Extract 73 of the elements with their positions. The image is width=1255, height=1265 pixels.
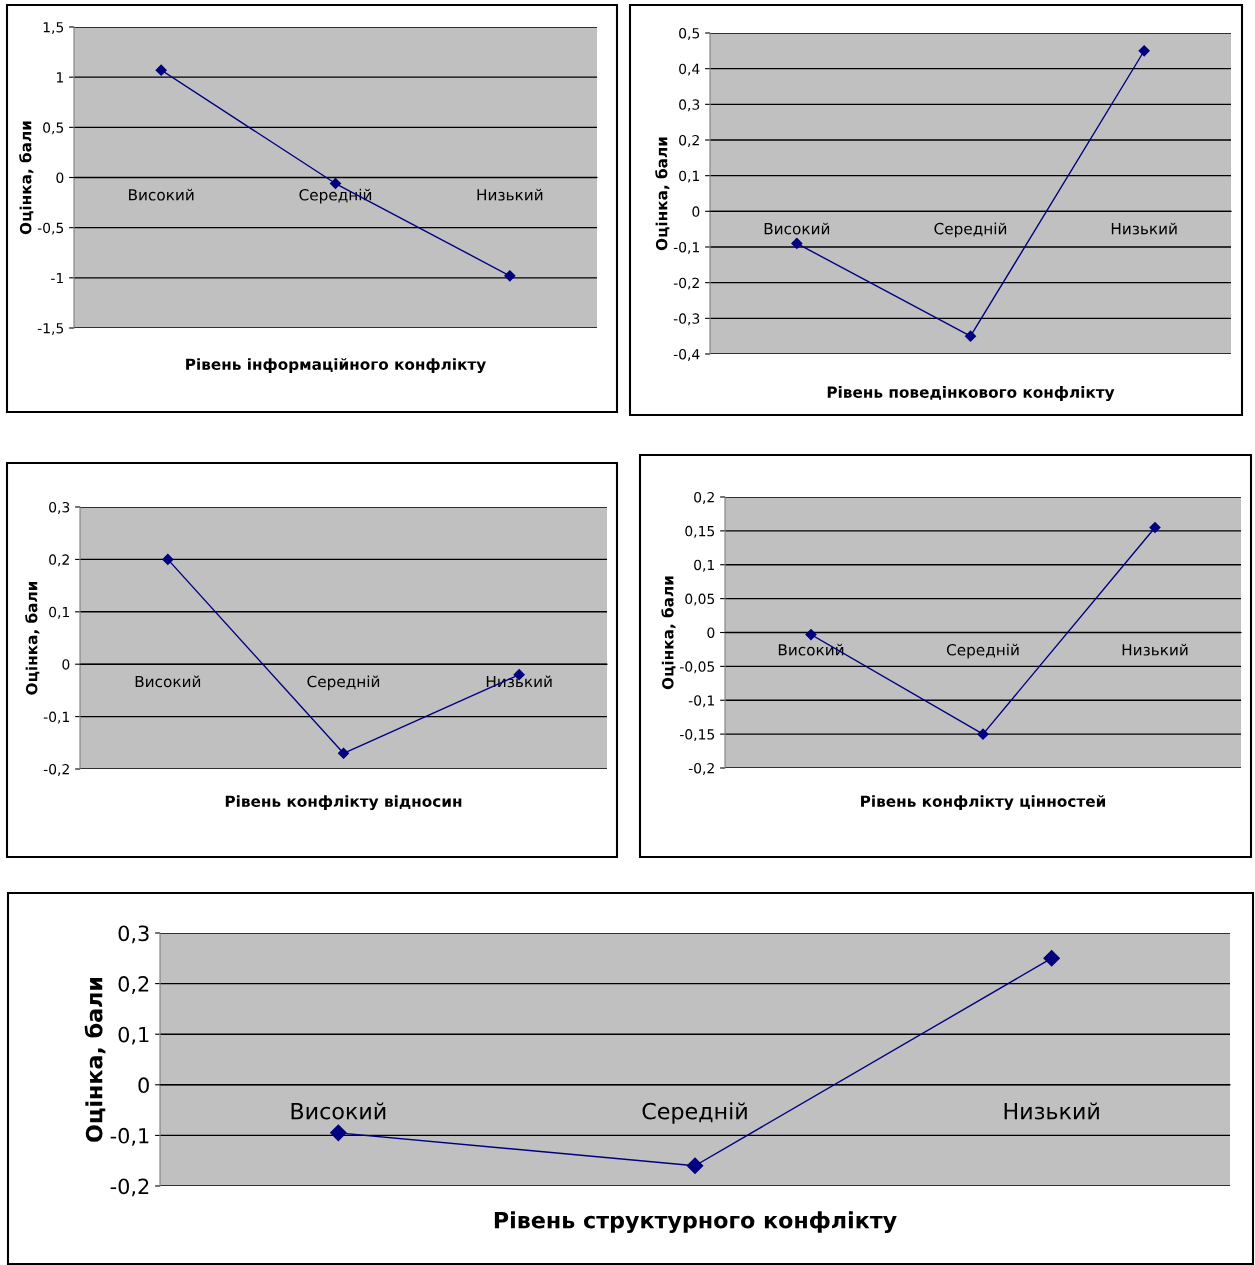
- point: [1043, 950, 1060, 967]
- y-tick-label: 0: [692, 206, 700, 217]
- y-tick-label: -0,1: [673, 241, 699, 254]
- y-tick-label: -0,3: [673, 313, 700, 326]
- y-tick-label: -0,2: [110, 1178, 149, 1197]
- y-tick-label: -0,2: [673, 277, 699, 290]
- point: [686, 1157, 704, 1175]
- point: [977, 728, 989, 740]
- y-axis-title: Оцінка, бали: [655, 137, 670, 251]
- y-tick-label: -0,15: [680, 729, 715, 742]
- y-tick-label: -0,1: [688, 695, 714, 708]
- point: [964, 330, 977, 342]
- y-tick-label: 0: [56, 172, 64, 183]
- y-tick-label: 0,1: [118, 1026, 149, 1045]
- y-tick-label: 0,05: [685, 593, 715, 606]
- x-tick-label: Низький: [477, 188, 543, 201]
- x-tick-label: Низький: [1004, 1102, 1099, 1120]
- point: [791, 237, 803, 249]
- x-tick-label: Низький: [1122, 643, 1188, 656]
- x-tick-label: Середній: [642, 1102, 747, 1124]
- y-tick-label: 1,5: [43, 22, 64, 34]
- y-tick-label: 0,1: [679, 170, 699, 183]
- y-tick-label: 0,2: [49, 554, 69, 567]
- x-tick-label: Високий: [764, 222, 830, 235]
- y-axis-title: Оцінка, бали: [84, 977, 106, 1142]
- x-tick-label: Середній: [307, 675, 380, 691]
- x-axis-title: Рівень структурного конфлікту: [494, 1211, 897, 1233]
- x-tick-label: Високий: [135, 675, 201, 688]
- y-tick-label: -0,5: [37, 222, 64, 235]
- point: [1149, 521, 1161, 534]
- y-tick-label: 0,15: [685, 525, 715, 538]
- y-tick-label: -0,1: [43, 711, 69, 724]
- y-tick-label: 0,5: [679, 27, 700, 40]
- point: [155, 64, 167, 76]
- y-axis-title: Оцінка, бали: [25, 581, 40, 695]
- y-tick-label: 1: [56, 72, 63, 83]
- point: [330, 1124, 347, 1142]
- point: [805, 628, 817, 641]
- y-tick-label: 0,2: [694, 491, 714, 504]
- x-axis-title: Рівень конфлікту відносин: [225, 795, 462, 811]
- y-tick-label: 0,1: [49, 606, 69, 619]
- x-tick-label: Високий: [129, 188, 194, 201]
- point: [504, 270, 516, 282]
- y-tick-label: 0: [62, 659, 70, 670]
- y-tick-label: -1: [51, 272, 63, 284]
- y-tick-label: 0,1: [694, 559, 714, 572]
- x-tick-label: Середній: [946, 643, 1019, 659]
- y-tick-label: -0,2: [43, 763, 69, 776]
- y-tick-label: 0: [707, 627, 715, 638]
- point: [162, 553, 174, 565]
- y-tick-label: -0,1: [110, 1127, 149, 1146]
- x-tick-label: Високий: [291, 1102, 386, 1120]
- y-tick-label: 0: [138, 1077, 149, 1094]
- y-tick-label: 0,2: [118, 976, 149, 994]
- x-axis-title: Рівень інформаційного конфлікту: [186, 358, 486, 374]
- y-tick-label: -0,05: [680, 661, 715, 674]
- x-axis-title: Рівень конфлікту цінностей: [861, 795, 1106, 811]
- x-axis-title: Рівень поведінкового конфлікту: [827, 386, 1115, 402]
- y-tick-label: 0,2: [679, 134, 699, 147]
- point: [1138, 45, 1150, 57]
- y-axis-title: Оцінка, бали: [19, 121, 34, 235]
- point: [337, 747, 350, 759]
- y-tick-label: 0,3: [679, 99, 700, 112]
- y-tick-label: 0,3: [49, 501, 70, 514]
- y-axis-title: Оцінка, бали: [661, 576, 676, 690]
- y-tick-label: 0,4: [679, 63, 700, 76]
- x-tick-label: Середній: [934, 222, 1007, 238]
- x-tick-label: Низький: [1111, 222, 1177, 235]
- y-tick-label: 0,3: [118, 925, 149, 944]
- y-tick-label: -0,2: [688, 762, 714, 775]
- y-tick-label: 0,5: [43, 122, 64, 135]
- y-tick-label: -0,4: [673, 348, 700, 361]
- y-tick-label: -1,5: [37, 323, 64, 335]
